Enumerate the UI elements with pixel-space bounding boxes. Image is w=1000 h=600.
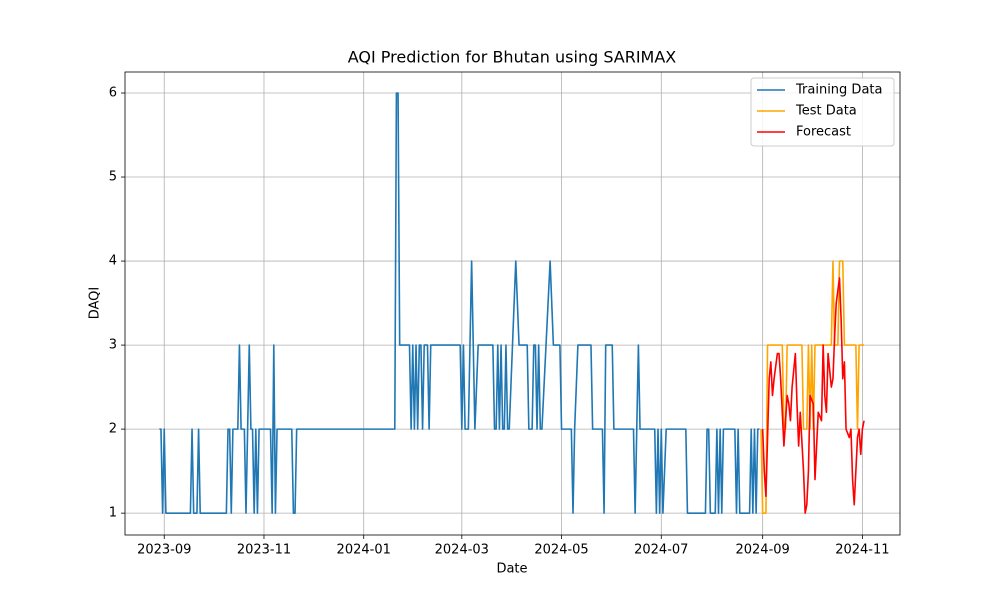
x-tick-label: 2023-11: [237, 543, 291, 558]
x-tick-label: 2024-05: [534, 543, 588, 558]
chart-title: AQI Prediction for Bhutan using SARIMAX: [348, 48, 677, 67]
y-tick-label: 4: [109, 254, 117, 269]
y-tick-label: 3: [109, 338, 117, 353]
x-tick-label: 2024-03: [435, 543, 489, 558]
series-line: [159, 92, 760, 514]
plot-area: [159, 92, 865, 514]
series-line: [760, 260, 865, 514]
legend: Training Data Test Data Forecast: [750, 77, 895, 147]
axes-frame: [124, 71, 901, 536]
y-tick-label: 1: [109, 506, 117, 521]
x-tick-label: 2023-09: [137, 543, 191, 558]
legend-box: [750, 77, 895, 147]
y-tick-label: 2: [109, 422, 117, 437]
x-tick-label: 2024-11: [835, 543, 889, 558]
x-axis-label: Date: [496, 562, 527, 577]
x-tick-label: 2024-01: [337, 543, 391, 558]
legend-label: Test Data: [795, 104, 857, 119]
y-tick-label: 6: [109, 86, 117, 101]
y-tick-label: 5: [109, 170, 117, 185]
ticks: 2023-09 2023-11 2024-01 2024-03 2024-05 2024-…: [109, 86, 890, 558]
legend-label: Training Data: [795, 83, 882, 98]
series-line: [761, 277, 865, 514]
x-tick-label: 2024-07: [634, 543, 688, 558]
legend-label: Forecast: [796, 125, 851, 140]
y-axis-label: DAQI: [88, 287, 103, 320]
x-tick-label: 2024-09: [735, 543, 789, 558]
